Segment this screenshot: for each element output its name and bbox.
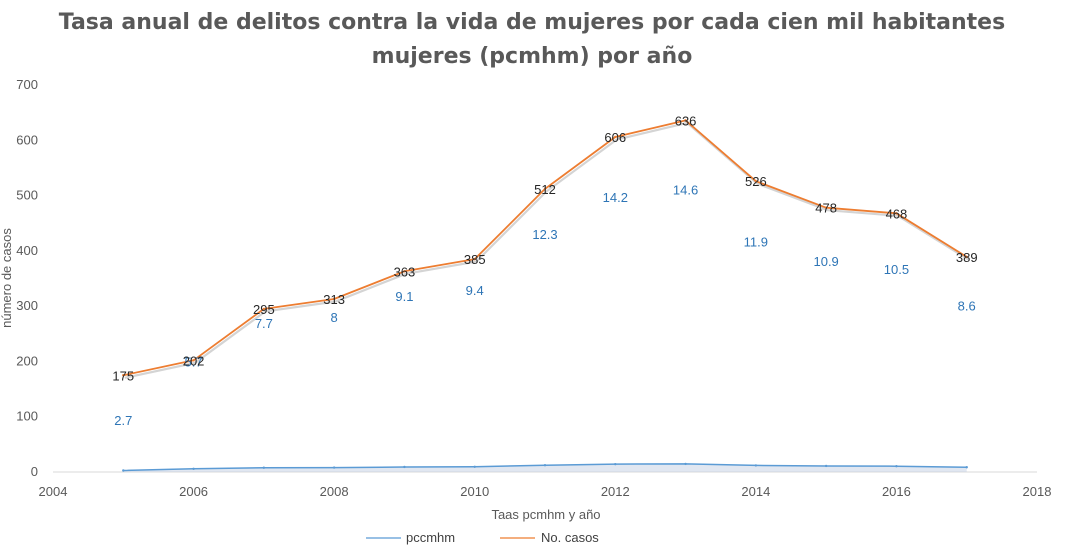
data-point-pccmhm [332,466,336,469]
data-point-no-casos [122,374,125,377]
data-label-pccmhm: 8.6 [958,299,976,314]
x-axis-title: Taas pcmhm y año [491,507,600,522]
data-label-pccmhm: 9.1 [395,289,413,304]
data-label-pccmhm: 10.9 [813,254,838,269]
data-point-pccmhm [192,467,195,471]
data-point-pccmhm [403,465,406,469]
data-point-pccmhm [262,466,266,469]
data-label-no-casos: 478 [815,201,837,216]
data-point-pccmhm [965,466,968,469]
data-label-no-casos: 385 [464,252,486,267]
data-point-no-casos [965,255,968,259]
data-point-no-casos [192,359,195,362]
y-tick-label: 300 [16,298,38,313]
data-point-no-casos [332,297,336,301]
data-label-no-casos: 512 [534,182,556,197]
data-label-pccmhm: 14.2 [603,190,628,205]
data-label-no-casos: 389 [956,250,978,265]
data-label-no-casos: 468 [886,206,908,221]
series-layer [122,119,969,472]
data-label-pccmhm: 12.3 [532,227,557,242]
y-tick-label: 200 [16,353,38,368]
data-point-no-casos [754,179,758,183]
data-label-pccmhm: 2.7 [114,413,132,428]
x-tick-label: 2010 [460,484,489,499]
legend: pccmhm No. casos [366,530,599,545]
data-point-pccmhm [754,464,758,467]
data-label-pccmhm: 5.7 [185,355,203,370]
data-point-pccmhm [684,462,687,466]
data-label-no-casos: 202 [183,353,205,368]
legend-label-no-casos: No. casos [541,530,599,545]
data-label-no-casos: 636 [675,113,697,128]
data-label-pccmhm: 9.4 [466,283,484,298]
axes: 0 100 200 300 400 500 600 700 2004 2006 2008 2010 20… [16,77,1051,499]
data-label-pccmhm: 10.5 [884,262,909,277]
data-point-pccmhm [895,464,898,468]
x-tick-label: 2006 [179,484,208,499]
data-label-no-casos: 363 [394,264,416,279]
data-point-no-casos [262,307,266,311]
data-point-no-casos [473,257,476,261]
data-label-pccmhm: 7.7 [255,316,273,331]
y-tick-label: 600 [16,132,38,147]
y-tick-label: 100 [16,409,38,424]
x-tick-label: 2016 [882,484,911,499]
data-label-no-casos: 175 [112,368,134,383]
data-label-no-casos: 295 [253,302,275,317]
data-point-no-casos [684,119,687,122]
data-label-no-casos: 313 [323,292,345,307]
data-labels: 2.7 5.7 7.7 8 9.1 9.4 12.3 14.2 14.6 11.9 10.9 10.5… [112,113,977,427]
legend-label-pccmhm: pccmhm [406,530,455,545]
data-point-no-casos [543,187,547,191]
y-axis-title: número de casos [0,228,14,328]
x-tick-label: 2008 [320,484,349,499]
data-point-pccmhm [473,465,476,469]
data-point-no-casos [895,212,898,215]
chart-title-line-2: mujeres (pcmhm) por año [372,44,693,69]
data-label-no-casos: 526 [745,174,767,189]
series-shadow-no-casos [124,121,969,379]
x-tick-label: 2004 [39,484,68,499]
series-line-no-casos [123,119,968,377]
y-tick-label: 500 [16,188,38,203]
data-label-pccmhm: 11.9 [744,235,768,250]
y-tick-label: 700 [16,77,38,92]
data-point-pccmhm [122,469,125,472]
data-point-pccmhm [824,464,828,468]
data-label-pccmhm: 14.6 [673,182,698,197]
data-label-no-casos: 606 [604,130,626,145]
data-point-no-casos [824,206,828,209]
data-point-no-casos [403,270,406,273]
x-tick-label: 2018 [1023,484,1052,499]
data-point-pccmhm [543,463,547,467]
x-tick-label: 2012 [601,484,630,499]
x-tick-label: 2014 [741,484,770,499]
data-label-pccmhm: 8 [331,310,338,325]
y-tick-label: 400 [16,243,38,258]
data-point-no-casos [614,135,617,139]
y-tick-label: 0 [31,464,38,479]
chart-title-line-1: Tasa anual de delitos contra la vida de … [59,10,1005,35]
data-point-pccmhm [614,462,617,466]
